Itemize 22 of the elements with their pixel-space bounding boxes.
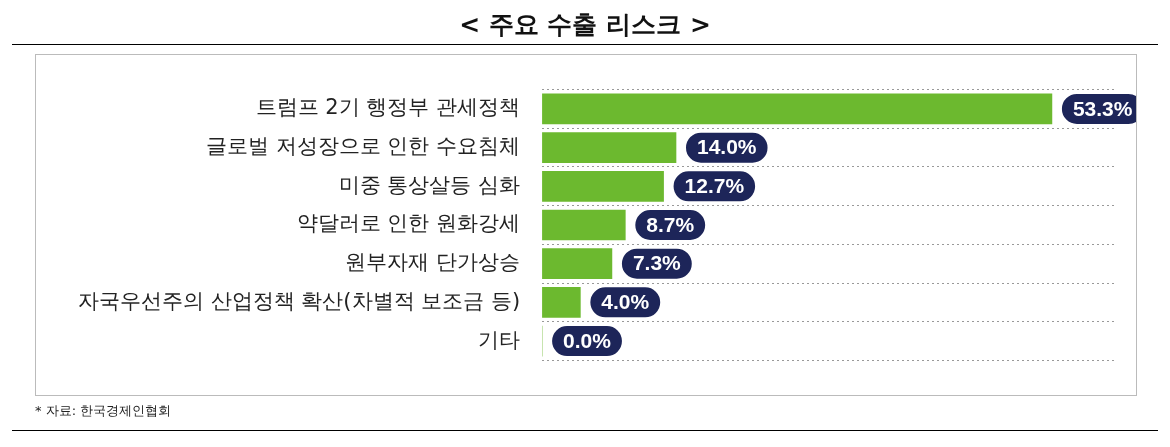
chart-title: < 주요 수출 리스크 >: [12, 0, 1158, 45]
data-label: 14.0%: [697, 135, 757, 159]
y-tick-label: 글로벌 저성장으로 인한 수요침체: [206, 134, 521, 159]
y-tick-label: 트럼프 2기 행정부 관세정책: [255, 95, 521, 120]
data-label: 7.3%: [632, 251, 682, 275]
y-tick-label: 미중 통상살등 심화: [338, 172, 521, 197]
bar: [542, 287, 581, 318]
text: * 자료: 한국경제인협회: [35, 402, 173, 420]
y-tick-label: 기타: [478, 327, 521, 352]
data-label: 0.0%: [563, 328, 612, 352]
bar: [542, 93, 1053, 125]
data-label: 53.3%: [1072, 96, 1133, 120]
y-tick-label: 원부자재 단가상승: [345, 250, 521, 275]
data-label: 4.0%: [601, 290, 650, 314]
y-tick-label: 자국우선주의 산업정책 확산(차별적 보조금 등): [77, 288, 521, 313]
data-label: 12.7%: [684, 174, 745, 198]
data-label: 8.7%: [646, 212, 695, 236]
y-tick-label: 약달러로 인한 원화강세: [296, 211, 521, 236]
bar: [542, 170, 664, 202]
bar: [542, 209, 626, 241]
bar: [542, 132, 677, 163]
bar: [542, 248, 613, 280]
